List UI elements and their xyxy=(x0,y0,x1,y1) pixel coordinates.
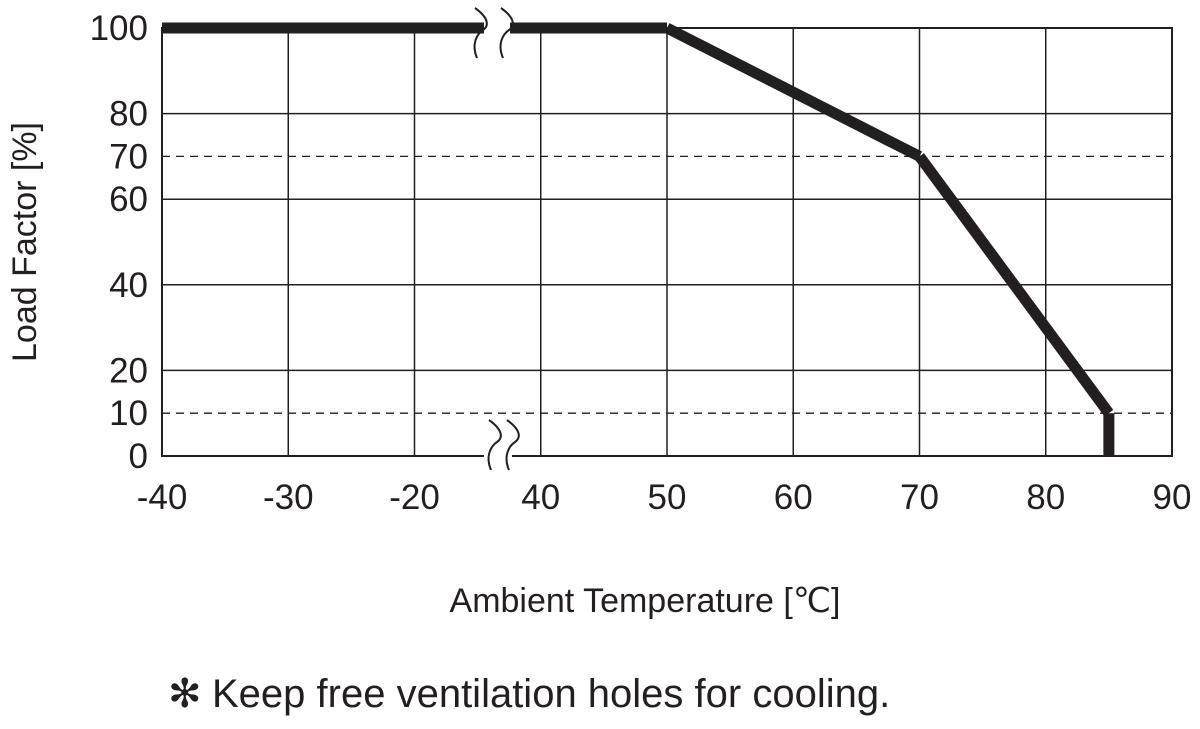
break-mark xyxy=(505,419,520,471)
break-gap xyxy=(484,20,510,36)
series-segment xyxy=(915,153,1114,417)
y-axis-label: Load Factor [%] xyxy=(6,122,44,362)
break-mark xyxy=(473,7,488,59)
y-tick-label: 10 xyxy=(109,394,148,433)
grid xyxy=(161,27,1173,457)
x-tick-label: -20 xyxy=(389,478,440,517)
y-tick-label: 0 xyxy=(129,437,148,476)
break-mark xyxy=(499,7,514,59)
x-tick-label: 60 xyxy=(774,478,813,517)
x-axis-label: Ambient Temperature [℃] xyxy=(450,582,841,620)
y-tick-label: 100 xyxy=(90,9,148,48)
y-tick-label: 20 xyxy=(109,351,148,390)
y-tick-label: 40 xyxy=(109,266,148,305)
x-tick-label: 50 xyxy=(648,478,687,517)
x-tick-label: 70 xyxy=(900,478,939,517)
x-tick-label: -30 xyxy=(263,478,314,517)
x-tick-label: 80 xyxy=(1026,478,1065,517)
break-mark xyxy=(487,419,502,471)
footnote: Keep free ventilation holes for cooling. xyxy=(212,672,890,716)
x-tick-label: -40 xyxy=(137,478,188,517)
x-tick-label: 90 xyxy=(1153,478,1192,517)
y-tick-label: 80 xyxy=(109,95,148,134)
x-tick-labels: -40 -30 -20 40 50 60 70 80 90 xyxy=(137,478,1192,517)
reference-lines xyxy=(162,155,1172,414)
axis-break-marks xyxy=(473,7,520,471)
y-tick-label: 70 xyxy=(109,137,148,176)
asterisk-mark: ✻ xyxy=(168,672,202,716)
series-layer xyxy=(162,22,1115,456)
y-tick-label: 60 xyxy=(109,180,148,219)
x-tick-label: 40 xyxy=(521,478,560,517)
series-segment xyxy=(664,23,922,162)
